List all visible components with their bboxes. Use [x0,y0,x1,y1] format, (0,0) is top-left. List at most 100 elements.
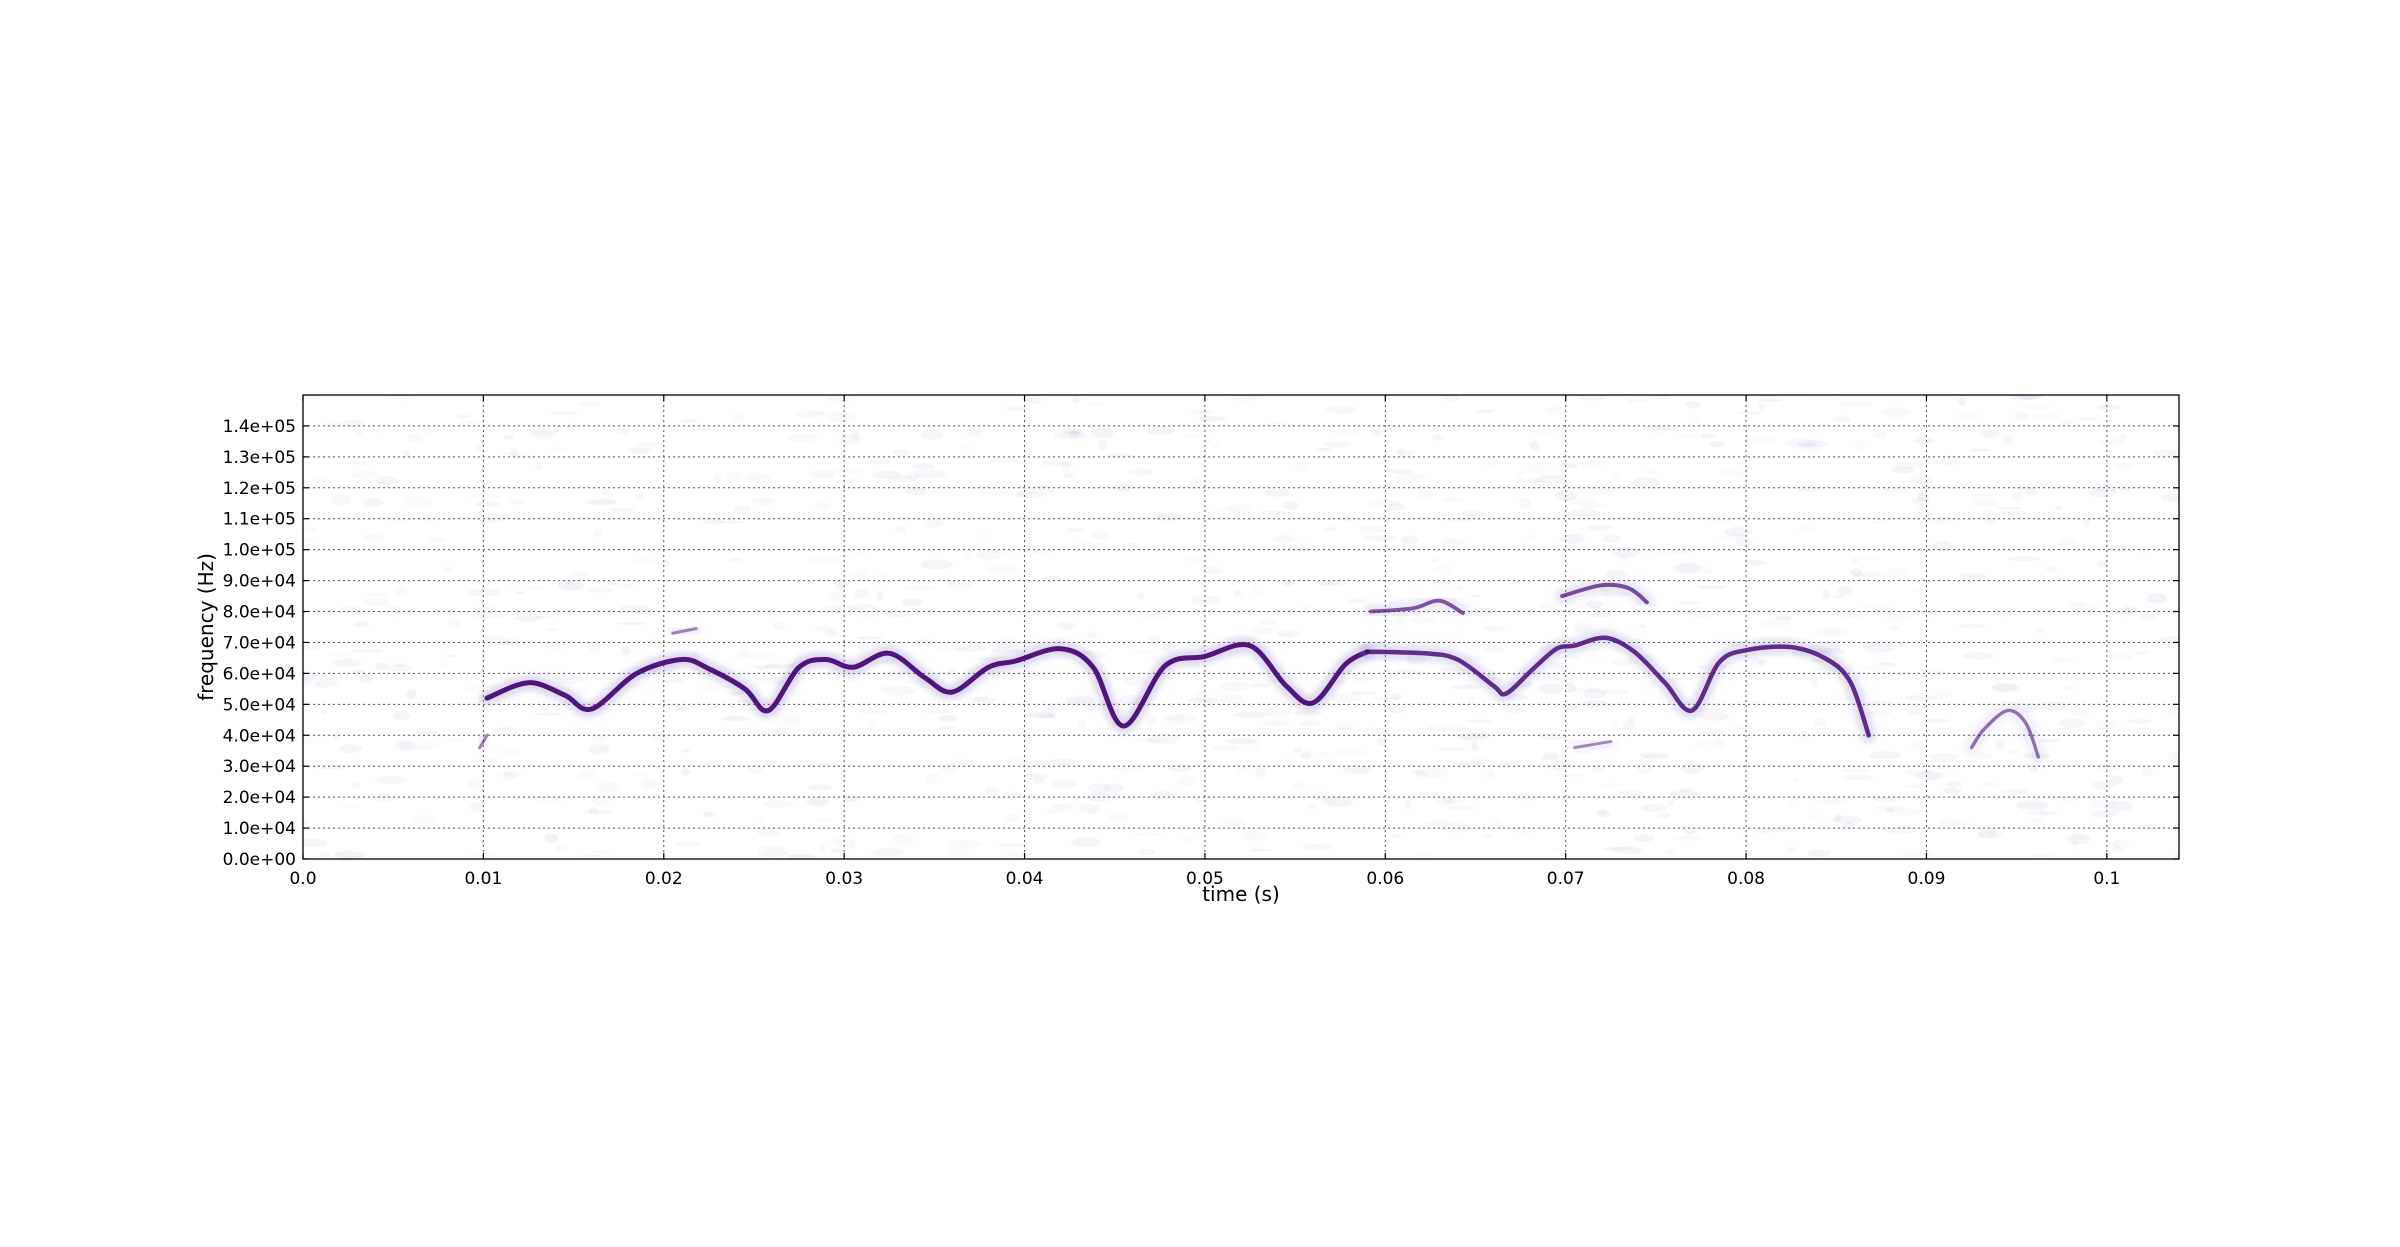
noise-blob [1023,773,1049,780]
noise-blob [1147,733,1181,745]
noise-blob [1458,732,1489,741]
noise-blob [1482,833,1492,838]
noise-blob [1006,813,1020,822]
noise-blob [2110,775,2123,785]
noise-blob [1087,631,1098,639]
noise-blob [1087,402,1104,405]
noise-blob [405,689,417,700]
plot-frame [302,394,2180,860]
y-tick-label: 1.3e+05 [223,448,296,468]
noise-blob [535,795,563,805]
noise-blob [854,588,869,599]
noise-blob [393,663,407,668]
noise-blob [1872,795,1905,802]
noise-blob [1300,720,1321,727]
noise-blob [1637,763,1653,774]
noise-blob [749,653,775,657]
noise-blob [1086,792,1115,802]
noise-blob [845,855,852,859]
noise-blob [2112,845,2122,854]
noise-blob [815,502,831,512]
noise-blob [1758,398,1783,403]
noise-blob [1465,719,1492,723]
noise-blob [865,459,891,465]
noise-blob [483,636,508,641]
noise-blob [1145,714,1158,726]
noise-blob [2027,480,2056,487]
noise-blob [1758,659,1768,665]
noise-blob [1914,770,1944,780]
noise-blob [1436,797,1466,805]
noise-blob [1555,490,1578,501]
noise-blob [763,799,794,809]
noise-blob [1703,567,1713,575]
noise-blob [1090,427,1114,438]
noise-blob [757,850,790,857]
noise-blob [1137,848,1156,856]
noise-blob [2167,752,2179,762]
noise-blob [1869,700,1893,706]
noise-blob [345,460,370,465]
noise-blob [1855,573,1867,577]
noise-blob [713,474,721,481]
noise-blob [1986,830,2004,838]
noise-blob [870,848,905,857]
noise-blob [720,715,751,722]
ridge-series [471,727,495,756]
noise-blob [1071,836,1101,848]
noise-blob [1412,792,1445,796]
noise-blob [1024,397,1042,404]
noise-blob [1388,503,1406,511]
noise-blob [974,696,988,702]
noise-blob [1397,448,1405,456]
noise-blob [1385,706,1408,714]
noise-blob [822,604,843,615]
noise-blob [1264,488,1291,497]
noise-blob [375,476,398,485]
noise-blob [1530,441,1540,451]
noise-blob [389,516,409,523]
noise-blob [1437,747,1466,752]
noise-blob [502,746,520,756]
noise-blob [940,725,957,729]
y-tick-label: 1.4e+05 [223,417,296,437]
noise-blob [981,491,988,495]
ridge-halo [664,620,705,642]
noise-blob [1667,799,1675,805]
noise-blob [1840,774,1874,781]
noise-blob [1486,770,1496,781]
noise-blob [788,433,819,442]
noise-blob [619,604,651,614]
noise-blob [1451,761,1483,766]
noise-blob [1480,458,1499,466]
noise-blob [920,559,954,570]
noise-blob [530,430,555,439]
noise-blob [997,843,1027,846]
noise-blob [1833,594,1846,599]
noise-blob [1105,453,1136,457]
noise-blob [1112,765,1143,771]
noise-blob [905,585,937,591]
noise-blob [1319,580,1347,587]
noise-blob [1995,739,2006,750]
noise-blob [548,411,580,416]
noise-blob [676,704,689,712]
noise-blob [1443,822,1473,833]
noise-blob [2008,395,2040,401]
noise-blob [806,796,830,806]
noise-blob [1193,800,1206,804]
noise-blob [681,748,691,753]
noise-blob [1325,405,1358,414]
noise-blob [1694,417,1700,423]
noise-blob [961,445,972,450]
noise-blob [1250,627,1274,635]
noise-blob [1491,760,1520,766]
noise-blob [428,537,444,544]
spectral-ridges [471,576,2047,765]
noise-blob [635,493,645,500]
noise-blob [1283,501,1299,510]
noise-blob [419,742,439,749]
noise-blob [852,431,861,440]
noise-blob [1755,828,1773,834]
noise-blob [1336,723,1354,731]
